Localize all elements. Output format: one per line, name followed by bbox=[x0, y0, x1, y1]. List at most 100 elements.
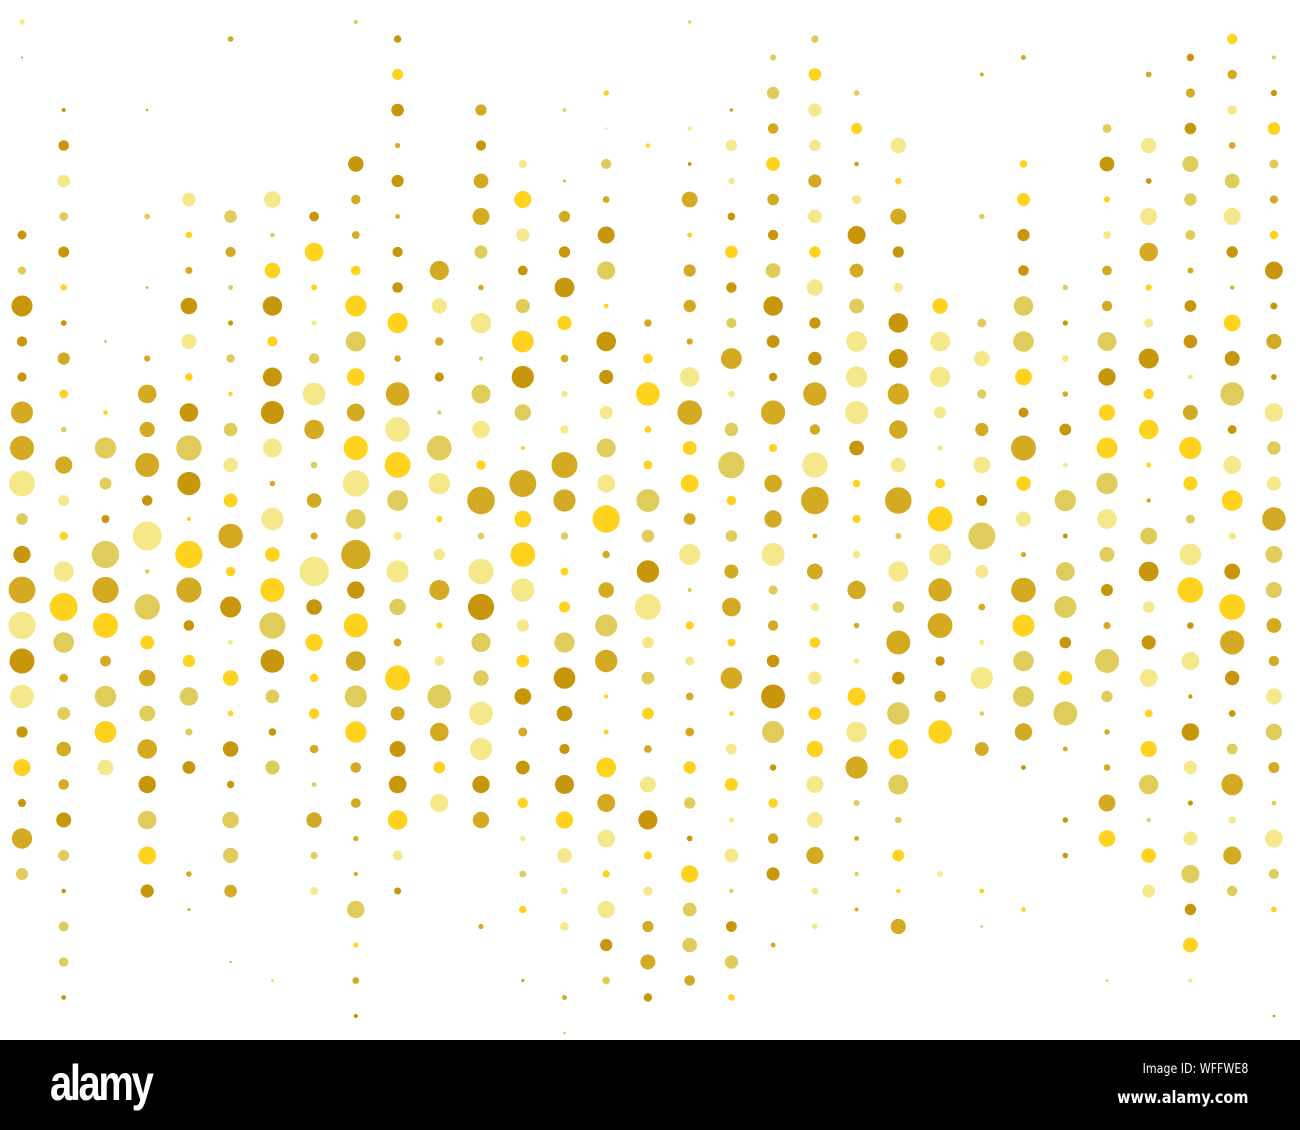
gold-dot bbox=[222, 670, 239, 686]
gold-dot bbox=[1011, 435, 1036, 461]
gold-dot bbox=[683, 513, 696, 525]
gold-dot bbox=[599, 406, 613, 419]
gold-dot bbox=[890, 918, 906, 935]
gold-dot bbox=[724, 848, 739, 863]
gold-dot bbox=[144, 355, 151, 362]
gold-dot bbox=[391, 174, 404, 188]
gold-dot bbox=[1226, 743, 1238, 755]
gold-dot bbox=[1103, 764, 1111, 771]
gold-dot bbox=[937, 871, 943, 877]
gold-dot bbox=[1054, 596, 1077, 618]
gold-dot bbox=[729, 888, 734, 894]
gold-dot bbox=[602, 550, 610, 559]
gold-dot bbox=[1223, 846, 1242, 865]
gold-dot bbox=[472, 775, 490, 794]
gold-dot bbox=[854, 907, 859, 912]
gold-dot bbox=[94, 685, 117, 708]
gold-dot bbox=[1062, 284, 1069, 291]
gold-dot bbox=[810, 602, 820, 612]
gold-dot bbox=[435, 337, 444, 346]
gold-dot bbox=[930, 331, 950, 352]
gold-dot bbox=[262, 438, 282, 458]
gold-dot bbox=[1225, 670, 1240, 686]
gold-dot bbox=[645, 143, 651, 148]
gold-dot bbox=[1062, 817, 1069, 823]
gold-dot bbox=[892, 671, 905, 685]
gold-dot bbox=[726, 743, 737, 755]
gold-dot bbox=[806, 776, 824, 793]
gold-dot bbox=[725, 139, 738, 152]
gold-dot bbox=[812, 923, 818, 930]
gold-dot bbox=[137, 739, 157, 759]
gold-dot bbox=[311, 782, 317, 787]
gold-dot bbox=[476, 460, 486, 470]
gold-dot bbox=[801, 486, 829, 515]
gold-dot bbox=[53, 632, 74, 653]
gold-dot bbox=[345, 331, 366, 352]
gold-dot-pattern bbox=[8, 19, 1286, 1035]
gold-dot bbox=[471, 632, 491, 653]
gold-dot bbox=[560, 354, 569, 363]
gold-dot bbox=[475, 140, 487, 151]
gold-dot bbox=[517, 797, 528, 809]
gold-dot bbox=[99, 477, 112, 490]
gold-dot bbox=[58, 495, 70, 506]
gold-dot bbox=[384, 452, 411, 478]
gold-dot bbox=[226, 354, 235, 363]
gold-dot bbox=[686, 338, 693, 345]
gold-dot bbox=[604, 694, 609, 699]
gold-dot bbox=[183, 620, 195, 631]
gold-dot bbox=[10, 684, 34, 709]
gold-dot bbox=[309, 744, 319, 754]
gold-dot bbox=[1182, 405, 1198, 420]
gold-dot bbox=[725, 245, 738, 259]
gold-dot bbox=[1230, 285, 1235, 290]
gold-dot bbox=[1097, 509, 1117, 529]
gold-dot bbox=[847, 580, 866, 600]
gold-dot bbox=[8, 611, 36, 640]
gold-dot bbox=[595, 649, 618, 673]
gold-dot bbox=[1145, 284, 1152, 291]
gold-dot bbox=[845, 756, 868, 779]
gold-dot bbox=[680, 474, 699, 493]
gold-dot bbox=[262, 296, 283, 316]
gold-dot bbox=[1185, 88, 1195, 98]
gold-dot bbox=[1103, 231, 1111, 239]
gold-dot bbox=[392, 69, 404, 80]
gold-dot bbox=[932, 298, 948, 314]
gold-dot bbox=[974, 350, 990, 367]
gold-dot bbox=[721, 348, 742, 369]
gold-dot bbox=[94, 721, 117, 743]
gold-dot bbox=[895, 177, 902, 185]
gold-dot bbox=[852, 479, 861, 488]
gold-dot bbox=[1058, 671, 1073, 685]
gold-dot bbox=[769, 443, 778, 453]
gold-dot bbox=[677, 400, 702, 425]
gold-dot bbox=[849, 298, 864, 314]
gold-dot bbox=[724, 564, 739, 579]
gold-dot bbox=[642, 707, 654, 720]
gold-dot bbox=[1013, 331, 1034, 352]
gold-dot bbox=[687, 126, 692, 131]
gold-dot bbox=[846, 331, 867, 352]
gold-dot bbox=[1018, 265, 1029, 276]
gold-dot bbox=[511, 365, 534, 389]
gold-dot bbox=[846, 721, 867, 743]
gold-dot bbox=[978, 603, 986, 611]
gold-dot bbox=[1142, 884, 1156, 898]
gold-dot bbox=[727, 212, 736, 221]
gold-dot bbox=[345, 721, 367, 743]
gold-dot bbox=[311, 284, 318, 291]
gold-dot bbox=[1098, 794, 1116, 812]
gold-dot bbox=[472, 811, 490, 829]
gold-dot bbox=[430, 722, 449, 742]
gold-dot bbox=[341, 539, 371, 570]
gold-dot bbox=[927, 613, 953, 638]
gold-dot bbox=[1179, 543, 1202, 566]
gold-dot bbox=[888, 349, 908, 368]
gold-dot bbox=[808, 103, 822, 117]
gold-dot bbox=[600, 938, 613, 952]
gold-dot bbox=[769, 764, 777, 771]
gold-dot bbox=[1098, 830, 1116, 847]
gold-dot bbox=[57, 352, 70, 365]
